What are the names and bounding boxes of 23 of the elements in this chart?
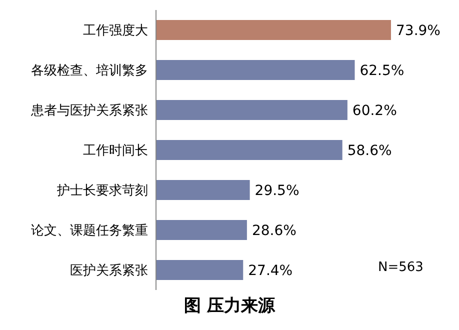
data-label: 58.6%	[347, 142, 392, 159]
bar	[156, 220, 247, 240]
data-label: 62.5%	[360, 62, 404, 79]
y-tick-label: 医护关系紧张	[70, 264, 148, 279]
data-label: 73.9%	[396, 22, 440, 39]
data-label: 28.6%	[252, 222, 296, 239]
data-label: 29.5%	[254, 182, 300, 199]
y-tick-label: 护士长要求苛刻	[56, 184, 148, 199]
y-tick-label: 工作强度大	[83, 22, 148, 39]
bar	[156, 100, 348, 120]
sample-size-note: N=563	[378, 260, 424, 275]
y-tick-label: 工作时间长	[83, 144, 148, 159]
text: 图 压力来源	[183, 295, 276, 317]
bar	[156, 140, 342, 160]
y-tick-label: 各级检查、培训繁多	[31, 64, 148, 79]
bar	[156, 180, 250, 200]
y-tick-label: 患者与医护关系紧张	[30, 104, 148, 119]
bar	[156, 20, 391, 40]
data-label: 27.4%	[248, 262, 293, 279]
data-label: 60.2%	[352, 102, 397, 119]
y-tick-label: 论文、课题任务繁重	[31, 224, 148, 239]
bar	[156, 260, 244, 280]
bar	[156, 60, 355, 80]
